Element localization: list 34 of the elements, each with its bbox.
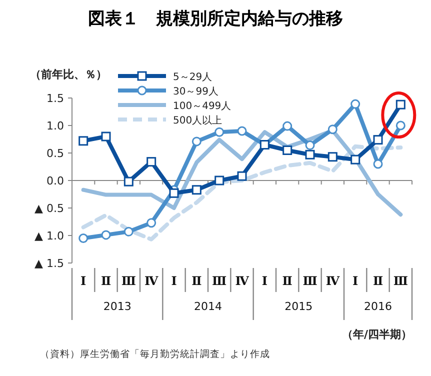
y-tick-label: 1.0 xyxy=(46,120,64,132)
x-tick-label: Ⅱ xyxy=(282,274,292,288)
y-axis-title: （前年比、％） xyxy=(30,68,107,81)
text: 2013 xyxy=(103,300,132,313)
x-tick-label: Ⅱ xyxy=(372,274,384,288)
x-tick-label: Ⅰ xyxy=(171,274,178,288)
text: （資料）厚生労働省「毎月勤労統計調査」より作成 xyxy=(40,348,270,360)
text: 2014 xyxy=(194,300,222,313)
x-tick-label: Ⅰ xyxy=(80,274,87,288)
y-tick-label: 0.0 xyxy=(46,174,64,188)
legend-label: 100～499人 xyxy=(173,101,232,112)
text: 2015 xyxy=(284,300,313,313)
x-tick-label: Ⅳ xyxy=(144,274,159,288)
y-tick-label: 0.5 xyxy=(46,147,64,160)
x-tick-label: Ⅱ xyxy=(100,274,112,288)
x-tick-label: Ⅰ xyxy=(262,274,268,288)
text: 2016 xyxy=(364,300,392,313)
legend-label: 30～99人 xyxy=(173,86,218,98)
x-tick-label: Ⅲ xyxy=(302,274,318,288)
y-tick-label: 1.5 xyxy=(46,92,64,105)
y-tick-label: ▲ 0.5 xyxy=(34,202,64,215)
x-tick-label: Ⅳ xyxy=(326,274,340,288)
legend-label: 5～29人 xyxy=(173,72,212,83)
x-tick-label: Ⅲ xyxy=(212,274,228,288)
x-tick-label: Ⅱ xyxy=(192,274,202,288)
chart-title: 図表１ 規模別所定内給与の推移 xyxy=(88,9,343,29)
x-axis-title: （年/四半期） xyxy=(342,328,412,341)
y-tick-label: ▲ 1.5 xyxy=(34,257,64,270)
x-tick-label: Ⅲ xyxy=(393,274,408,288)
legend-label: 500人以上 xyxy=(173,114,222,126)
x-tick-label: Ⅲ xyxy=(121,274,136,288)
y-tick-label: ▲ 1.0 xyxy=(34,230,64,242)
x-tick-label: Ⅳ xyxy=(235,274,250,288)
x-tick-label: Ⅰ xyxy=(352,274,359,288)
